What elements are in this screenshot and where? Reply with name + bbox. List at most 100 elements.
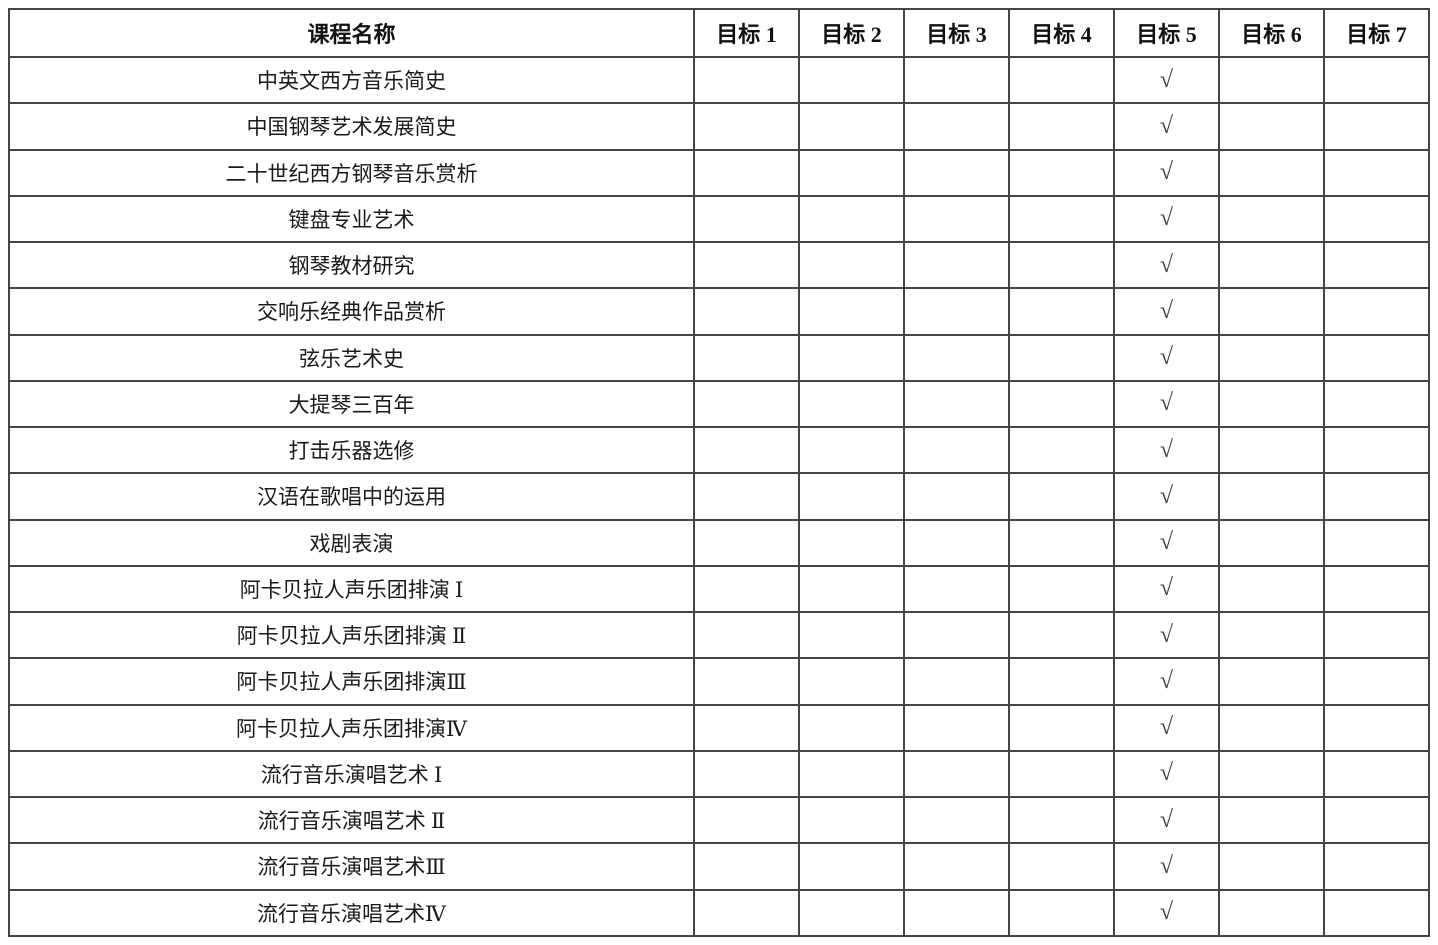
goal-5-cell: √ — [1113, 842, 1220, 891]
goal-1-cell — [693, 610, 800, 660]
goal-1-cell — [693, 102, 800, 151]
goal-7-cell — [1323, 102, 1430, 151]
course-name-cell: 打击乐器选修 — [8, 425, 695, 475]
goal-2-cell — [798, 749, 905, 799]
goal-5-cell: √ — [1113, 795, 1220, 845]
goal-7-cell — [1323, 55, 1430, 105]
goal-1-cell — [693, 795, 800, 845]
goal-1-cell — [693, 888, 800, 937]
checkmark-icon: √ — [1159, 159, 1174, 186]
goal-7-cell — [1323, 240, 1430, 290]
goal-3-cell — [903, 472, 1010, 521]
goal-7-cell — [1323, 749, 1430, 799]
course-name-cell: 交响乐经典作品赏析 — [8, 287, 695, 336]
header-row: 课程名称 目标 1 目标 2 目标 3 目标 4 目标 5 目标 6 目标 7 — [8, 8, 1430, 58]
goal-4-cell — [1008, 703, 1115, 752]
goal-2-cell — [798, 55, 905, 105]
goal-3-cell — [903, 610, 1010, 660]
column-header-course-name: 课程名称 — [8, 8, 695, 58]
goal-5-cell: √ — [1113, 148, 1220, 197]
goal-3-cell — [903, 379, 1010, 429]
checkmark-icon: √ — [1159, 390, 1174, 417]
goal-3-cell — [903, 749, 1010, 799]
goal-4-cell — [1008, 148, 1115, 197]
goal-6-cell — [1218, 55, 1325, 105]
goal-1-cell — [693, 749, 800, 799]
goal-5-cell: √ — [1113, 888, 1220, 937]
checkmark-icon: √ — [1159, 667, 1174, 694]
goal-7-cell — [1323, 333, 1430, 382]
table-row: 弦乐艺术史 √ — [8, 333, 1430, 382]
table-row: 二十世纪西方钢琴音乐赏析 √ — [8, 148, 1430, 197]
goal-1-cell — [693, 472, 800, 521]
table-row: 流行音乐演唱艺术Ⅲ √ — [8, 842, 1430, 891]
goal-3-cell — [903, 148, 1010, 197]
goal-5-cell: √ — [1113, 425, 1220, 475]
goal-6-cell — [1218, 842, 1325, 891]
goal-2-cell — [798, 148, 905, 197]
goal-6-cell — [1218, 333, 1325, 382]
goal-3-cell — [903, 888, 1010, 937]
table-row: 阿卡贝拉人声乐团排演 Ⅱ √ — [8, 610, 1430, 660]
goal-5-cell: √ — [1113, 518, 1220, 567]
goal-5-cell: √ — [1113, 564, 1220, 614]
goal-1-cell — [693, 55, 800, 105]
course-name-cell: 戏剧表演 — [8, 518, 695, 567]
column-header-goal-7: 目标 7 — [1323, 8, 1430, 58]
course-name-cell: 流行音乐演唱艺术 Ⅰ — [8, 749, 695, 799]
goal-2-cell — [798, 379, 905, 429]
goal-3-cell — [903, 55, 1010, 105]
goal-6-cell — [1218, 657, 1325, 706]
table-row: 流行音乐演唱艺术Ⅳ √ — [8, 888, 1430, 937]
goal-7-cell — [1323, 472, 1430, 521]
goal-3-cell — [903, 842, 1010, 891]
checkmark-icon: √ — [1159, 714, 1174, 741]
goal-3-cell — [903, 657, 1010, 706]
goal-3-cell — [903, 287, 1010, 336]
table-row: 键盘专业艺术 √ — [8, 194, 1430, 244]
goal-6-cell — [1218, 888, 1325, 937]
goal-2-cell — [798, 287, 905, 336]
goal-4-cell — [1008, 333, 1115, 382]
goal-5-cell: √ — [1113, 379, 1220, 429]
goal-2-cell — [798, 194, 905, 244]
goal-2-cell — [798, 610, 905, 660]
column-header-goal-2: 目标 2 — [798, 8, 905, 58]
goal-2-cell — [798, 102, 905, 151]
checkmark-icon: √ — [1159, 436, 1174, 463]
checkmark-icon: √ — [1159, 205, 1174, 232]
goal-6-cell — [1218, 795, 1325, 845]
goal-4-cell — [1008, 842, 1115, 891]
goal-2-cell — [798, 425, 905, 475]
goal-3-cell — [903, 564, 1010, 614]
course-name-cell: 流行音乐演唱艺术Ⅳ — [8, 888, 695, 937]
goal-5-cell: √ — [1113, 240, 1220, 290]
table-row: 流行音乐演唱艺术 Ⅱ √ — [8, 795, 1430, 845]
goal-3-cell — [903, 102, 1010, 151]
goal-4-cell — [1008, 610, 1115, 660]
column-header-goal-5: 目标 5 — [1113, 8, 1220, 58]
goal-6-cell — [1218, 564, 1325, 614]
column-header-goal-3: 目标 3 — [903, 8, 1010, 58]
goal-7-cell — [1323, 564, 1430, 614]
goal-6-cell — [1218, 148, 1325, 197]
goal-7-cell — [1323, 795, 1430, 845]
goal-7-cell — [1323, 657, 1430, 706]
goal-3-cell — [903, 425, 1010, 475]
goal-5-cell: √ — [1113, 703, 1220, 752]
goal-4-cell — [1008, 55, 1115, 105]
goal-3-cell — [903, 194, 1010, 244]
goal-5-cell: √ — [1113, 333, 1220, 382]
column-header-goal-1: 目标 1 — [693, 8, 800, 58]
goal-3-cell — [903, 795, 1010, 845]
goal-5-cell: √ — [1113, 287, 1220, 336]
checkmark-icon: √ — [1159, 575, 1174, 602]
checkmark-icon: √ — [1159, 66, 1174, 93]
goal-6-cell — [1218, 703, 1325, 752]
goal-5-cell: √ — [1113, 657, 1220, 706]
goal-7-cell — [1323, 148, 1430, 197]
column-header-goal-6: 目标 6 — [1218, 8, 1325, 58]
goal-1-cell — [693, 425, 800, 475]
goal-1-cell — [693, 657, 800, 706]
column-header-goal-4: 目标 4 — [1008, 8, 1115, 58]
